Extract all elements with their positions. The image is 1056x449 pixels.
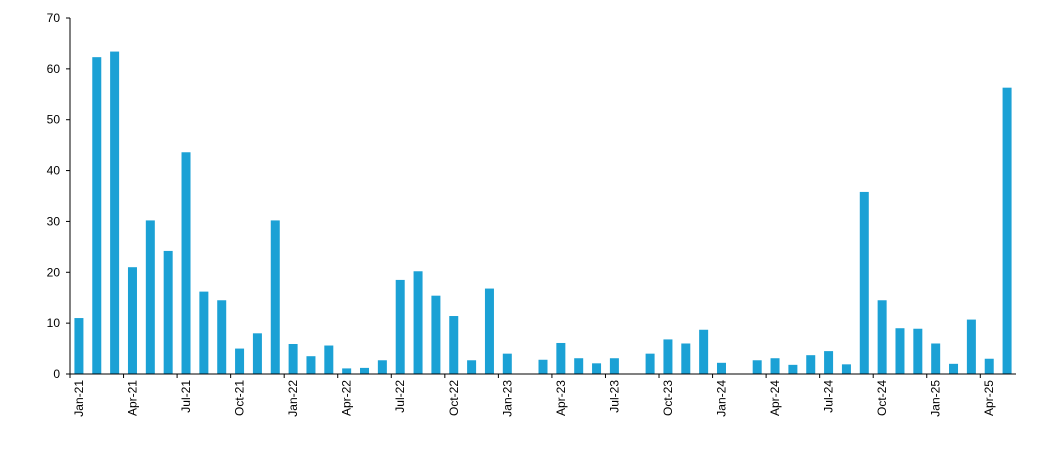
- bar: [484, 288, 494, 374]
- bar: [770, 358, 780, 374]
- bar: [110, 51, 120, 375]
- bar: [806, 355, 816, 374]
- y-tick-label: 20: [47, 265, 61, 279]
- y-tick-label: 30: [47, 214, 61, 228]
- bar: [163, 250, 173, 374]
- bar: [449, 316, 459, 374]
- bar: [913, 328, 923, 374]
- bar: [556, 342, 566, 374]
- bar: [788, 364, 798, 374]
- bar: [949, 363, 959, 374]
- y-tick-label: 0: [53, 367, 60, 381]
- x-tick-label: Jul-24: [822, 380, 836, 413]
- bar: [1002, 87, 1012, 374]
- bar: [859, 191, 869, 374]
- bar: [502, 353, 512, 374]
- bar: [413, 271, 423, 374]
- bar: [984, 358, 994, 374]
- x-tick-label: Jan-25: [929, 380, 943, 417]
- x-tick-label: Jan-23: [500, 380, 514, 417]
- x-tick-label: Jul-23: [607, 380, 621, 413]
- x-tick-label: Oct-24: [875, 380, 889, 416]
- bar: [681, 343, 691, 374]
- x-tick-label: Apr-22: [340, 380, 354, 416]
- bar: [824, 351, 834, 374]
- bar: [431, 295, 441, 374]
- x-tick-label: Oct-22: [447, 380, 461, 416]
- y-tick-label: 70: [47, 11, 61, 25]
- x-tick-label: Jan-22: [286, 380, 300, 417]
- bar: [235, 348, 245, 374]
- y-tick-label: 60: [47, 62, 61, 76]
- bar: [645, 353, 655, 374]
- bar: [395, 279, 405, 374]
- x-tick-label: Jan-21: [72, 380, 86, 417]
- x-tick-label: Oct-23: [661, 380, 675, 416]
- bar: [360, 367, 370, 374]
- x-tick-label: Apr-23: [554, 380, 568, 416]
- bar: [752, 360, 762, 374]
- x-tick-label: Apr-21: [125, 380, 139, 416]
- bar: [467, 360, 477, 374]
- y-tick-label: 10: [47, 316, 61, 330]
- x-tick-label: Apr-24: [768, 380, 782, 416]
- bar: [324, 345, 334, 374]
- bar: [716, 362, 726, 374]
- x-tick-label: Jul-22: [393, 380, 407, 413]
- bar: [877, 300, 887, 374]
- y-tick-label: 40: [47, 164, 61, 178]
- bar: [306, 356, 316, 374]
- bar: [92, 57, 102, 374]
- bar: [895, 328, 905, 374]
- bar: [342, 368, 352, 374]
- bar: [145, 220, 155, 374]
- bar: [127, 267, 137, 374]
- x-tick-label: Apr-25: [982, 380, 996, 416]
- bar: [199, 291, 209, 374]
- y-tick-label: 50: [47, 113, 61, 127]
- x-tick-label: Oct-21: [233, 380, 247, 416]
- bar: [217, 300, 227, 374]
- bar: [74, 318, 84, 374]
- bar: [538, 359, 548, 374]
- bar: [252, 333, 262, 374]
- x-tick-label: Jan-24: [714, 380, 728, 417]
- bar: [663, 339, 673, 374]
- bar: [609, 358, 619, 374]
- bar: [931, 343, 941, 374]
- bar: [841, 364, 851, 374]
- bar: [592, 363, 602, 374]
- bar: [288, 343, 298, 374]
- bar: [699, 329, 709, 374]
- bar: [270, 220, 280, 374]
- bar: [574, 358, 584, 374]
- bar: [377, 360, 387, 374]
- x-tick-label: Jul-21: [179, 380, 193, 413]
- bar: [181, 152, 191, 374]
- bar: [966, 319, 976, 374]
